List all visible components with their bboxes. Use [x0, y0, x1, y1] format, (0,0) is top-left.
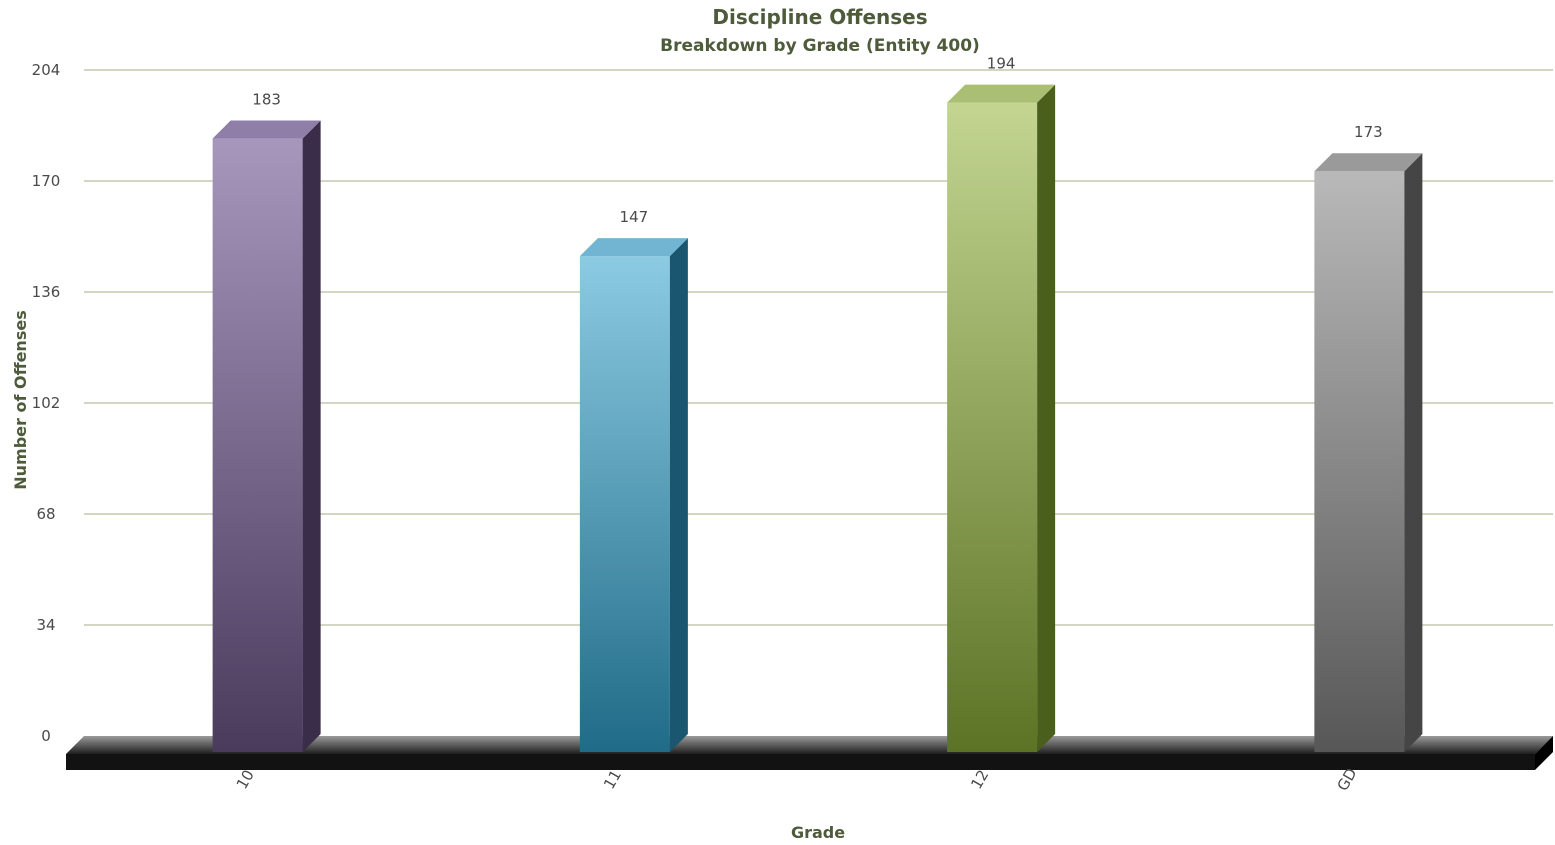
- x-tick-label-12: 12: [967, 767, 992, 793]
- bar-front: [1314, 171, 1405, 753]
- gridlines: [84, 69, 1553, 626]
- bar-GD: [1314, 153, 1423, 753]
- bar-top: [1314, 153, 1423, 172]
- bar-top: [212, 120, 321, 139]
- bar-side: [1037, 84, 1056, 753]
- chart-title: Discipline Offenses: [712, 5, 927, 29]
- chart-floor: [66, 736, 1553, 770]
- data-label-10: 183: [252, 91, 281, 109]
- y-tick-label: 34: [36, 616, 55, 634]
- y-tick-label: 170: [32, 172, 61, 190]
- bar-side: [302, 120, 321, 752]
- bar-top: [579, 238, 688, 257]
- y-tick-label: 68: [36, 505, 55, 523]
- bar-front: [947, 102, 1038, 753]
- bar-front: [212, 138, 303, 752]
- floor-side: [1535, 736, 1553, 770]
- bars: [212, 84, 1423, 753]
- y-axis-title: Number of Offenses: [11, 310, 30, 489]
- data-label-GD: 173: [1354, 123, 1383, 141]
- bar-11: [579, 238, 688, 752]
- data-labels: 183 147 194 173: [252, 55, 1382, 226]
- bar-side: [1404, 153, 1423, 753]
- bar-front: [579, 256, 670, 752]
- x-tick-label-11: 11: [600, 767, 625, 793]
- x-axis-title: Grade: [791, 823, 845, 842]
- bar-12: [947, 84, 1056, 753]
- y-tick-label: 0: [41, 727, 51, 745]
- bar-top: [947, 84, 1056, 103]
- data-label-11: 147: [620, 208, 649, 226]
- bar-10: [212, 120, 321, 752]
- y-axis-ticks: 0 34 68 102 136 170 204: [32, 61, 61, 745]
- x-tick-label-10: 10: [233, 767, 258, 793]
- y-tick-label: 204: [32, 61, 61, 79]
- floor-front: [66, 754, 1535, 770]
- bar-side: [669, 238, 688, 752]
- y-tick-label: 102: [32, 394, 61, 412]
- y-tick-label: 136: [32, 283, 61, 301]
- floor-top: [66, 736, 1553, 754]
- data-label-12: 194: [987, 55, 1016, 73]
- chart-subtitle: Breakdown by Grade (Entity 400): [660, 36, 980, 56]
